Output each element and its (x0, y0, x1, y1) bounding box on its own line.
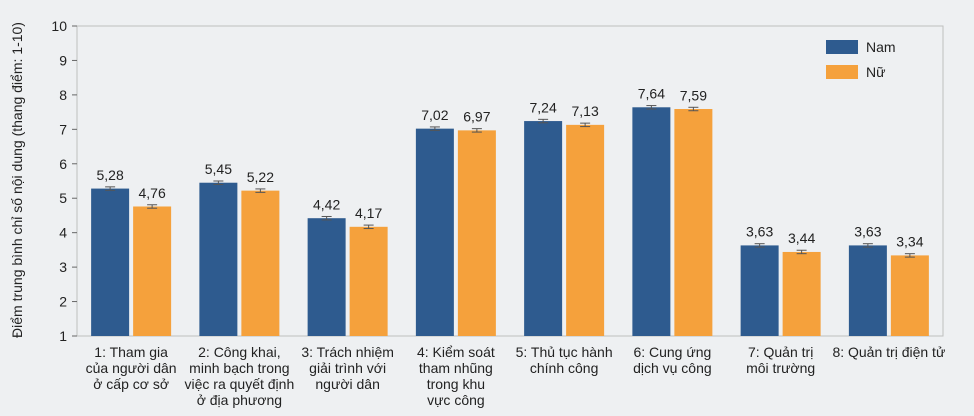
x-tick-label-line: môi trường (746, 360, 815, 376)
data-label: 4,17 (355, 205, 382, 221)
y-tick-label: 3 (59, 259, 67, 275)
x-tick-label-line: tham nhũng (419, 360, 493, 376)
x-tick-label-line: của người dân (86, 360, 177, 376)
x-tick-label-line: dịch vụ công (633, 360, 712, 376)
bar-nu (674, 109, 713, 336)
bar-nam (307, 218, 346, 336)
y-axis-ticks: 1 2 3 4 5 6 7 8 9 10 (51, 18, 77, 344)
bar-nu (890, 255, 929, 336)
x-tick-label-line: việc ra quyết định (185, 376, 295, 392)
data-label: 7,59 (680, 87, 707, 103)
x-tick-label-line: vực công (427, 392, 485, 408)
bar-nu (782, 251, 821, 336)
data-label: 6,97 (463, 109, 490, 125)
x-tick-label-line: 3: Trách nhiệm (301, 344, 394, 360)
y-axis-title: Điểm trung bình chỉ số nội dung (thang đ… (9, 22, 25, 338)
x-tick-label-line: 6: Cung ứng (633, 344, 711, 360)
data-label: 3,44 (788, 230, 815, 246)
data-label: 5,22 (247, 169, 274, 185)
x-tick-label: 8: Quản trị điện tử (832, 344, 945, 360)
x-tick-label-line: ở địa phương (197, 392, 282, 408)
x-tick-label-line: ở cấp cơ sở (93, 376, 169, 392)
x-tick-label-line: chính công (530, 360, 599, 376)
x-tick-label: 5: Thủ tục hành chính công (516, 344, 613, 376)
x-tick-label-line: minh bạch trong (189, 360, 289, 376)
bars: 5,28 4,76 5,45 5,22 4,42 4,17 7,02 6,97 7,24 7,13… (91, 86, 929, 337)
data-label: 7,64 (638, 86, 665, 102)
x-tick-label-line: người dân (315, 376, 379, 392)
y-tick-label: 5 (59, 190, 67, 206)
x-tick-label: 6: Cung ứng dịch vụ công (633, 344, 712, 376)
bar-nu (349, 226, 388, 336)
legend-label: Nữ (866, 64, 885, 80)
plot-area (76, 25, 944, 337)
bar-nu (566, 124, 605, 336)
data-label: 7,13 (572, 103, 599, 119)
bar-nam (632, 107, 671, 337)
bar-nam (415, 128, 454, 336)
bar-nam (740, 245, 779, 336)
y-tick-label: 1 (59, 328, 67, 344)
x-tick-label: 2: Công khai, minh bạch trong việc ra quyế… (185, 344, 295, 408)
x-tick-label-line: 1: Tham gia (94, 344, 168, 360)
y-tick-label: 6 (59, 156, 67, 172)
x-tick-label-line: 2: Công khai, (198, 344, 281, 360)
y-tick-label: 9 (59, 52, 67, 68)
data-label: 7,24 (530, 99, 557, 115)
y-tick-label: 8 (59, 87, 67, 103)
legend-swatch-nu (826, 65, 858, 79)
data-label: 3,63 (746, 224, 773, 240)
x-tick-label-line: giải trình với (309, 360, 386, 376)
data-label: 5,45 (205, 161, 232, 177)
x-tick-label-line: 8: Quản trị điện tử (832, 344, 945, 360)
y-tick-label: 10 (51, 18, 67, 34)
x-tick-label: 1: Tham gia của người dân ở cấp cơ sở (86, 344, 177, 392)
bar-nu (241, 190, 280, 336)
x-tick-label: 7: Quản trị môi trường (746, 344, 815, 376)
x-axis-labels: 1: Tham gia của người dân ở cấp cơ sở2: Cô… (86, 344, 946, 408)
bar-nu (457, 130, 496, 336)
bar-nam (199, 182, 238, 336)
bar-nam (848, 245, 887, 336)
y-tick-label: 2 (59, 294, 67, 310)
y-tick-label: 4 (59, 225, 67, 241)
bar-nam (91, 188, 130, 336)
x-tick-label-line: 5: Thủ tục hành (516, 344, 613, 360)
data-label: 5,28 (97, 167, 124, 183)
bar-nam (524, 121, 563, 336)
legend: Nam Nữ (826, 39, 896, 80)
x-tick-label-line: trong khu (427, 376, 485, 392)
x-tick-label-line: 7: Quản trị (748, 344, 813, 360)
x-tick-label: 4: Kiểm soát tham nhũng trong khu vực công (417, 344, 495, 408)
data-label: 7,02 (421, 107, 448, 123)
bar-nu (133, 206, 172, 336)
legend-swatch-nam (826, 40, 858, 54)
data-label: 3,34 (896, 234, 923, 250)
data-label: 4,42 (313, 196, 340, 212)
y-tick-label: 7 (59, 121, 67, 137)
y-axis-title-group: Điểm trung bình chỉ số nội dung (thang đ… (9, 22, 25, 338)
data-label: 4,76 (139, 185, 166, 201)
legend-label: Nam (866, 39, 896, 55)
x-tick-label-line: 4: Kiểm soát (417, 344, 495, 360)
data-label: 3,63 (854, 224, 881, 240)
x-tick-label: 3: Trách nhiệm giải trình với người dân (301, 344, 394, 392)
